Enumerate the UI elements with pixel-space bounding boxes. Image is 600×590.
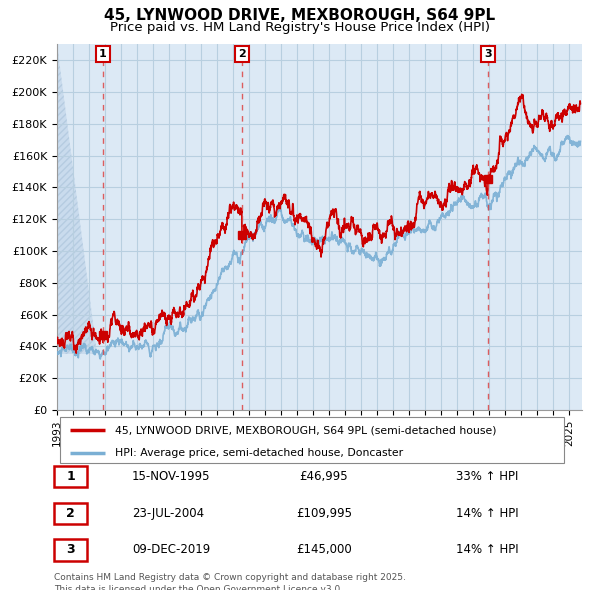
Text: HPI: Average price, semi-detached house, Doncaster: HPI: Average price, semi-detached house,… <box>115 448 404 458</box>
FancyBboxPatch shape <box>54 466 87 487</box>
Text: 45, LYNWOOD DRIVE, MEXBOROUGH, S64 9PL (semi-detached house): 45, LYNWOOD DRIVE, MEXBOROUGH, S64 9PL (… <box>115 425 497 435</box>
Text: 15-NOV-1995: 15-NOV-1995 <box>132 470 211 483</box>
FancyBboxPatch shape <box>60 417 564 463</box>
Text: £46,995: £46,995 <box>299 470 349 483</box>
Text: 33% ↑ HPI: 33% ↑ HPI <box>456 470 518 483</box>
Text: 2: 2 <box>238 49 246 59</box>
Text: Price paid vs. HM Land Registry's House Price Index (HPI): Price paid vs. HM Land Registry's House … <box>110 21 490 34</box>
FancyBboxPatch shape <box>54 503 87 524</box>
Text: £145,000: £145,000 <box>296 543 352 556</box>
Text: 1: 1 <box>99 49 107 59</box>
Text: 14% ↑ HPI: 14% ↑ HPI <box>456 507 518 520</box>
Text: 3: 3 <box>484 49 492 59</box>
Polygon shape <box>57 44 97 355</box>
Text: 1: 1 <box>66 470 75 483</box>
FancyBboxPatch shape <box>54 539 87 560</box>
Text: 2: 2 <box>66 507 75 520</box>
Text: 45, LYNWOOD DRIVE, MEXBOROUGH, S64 9PL: 45, LYNWOOD DRIVE, MEXBOROUGH, S64 9PL <box>104 8 496 23</box>
Text: 3: 3 <box>66 543 75 556</box>
Text: Contains HM Land Registry data © Crown copyright and database right 2025.
This d: Contains HM Land Registry data © Crown c… <box>54 573 406 590</box>
Text: £109,995: £109,995 <box>296 507 352 520</box>
Text: 23-JUL-2004: 23-JUL-2004 <box>132 507 204 520</box>
Text: 14% ↑ HPI: 14% ↑ HPI <box>456 543 518 556</box>
Text: 09-DEC-2019: 09-DEC-2019 <box>132 543 210 556</box>
